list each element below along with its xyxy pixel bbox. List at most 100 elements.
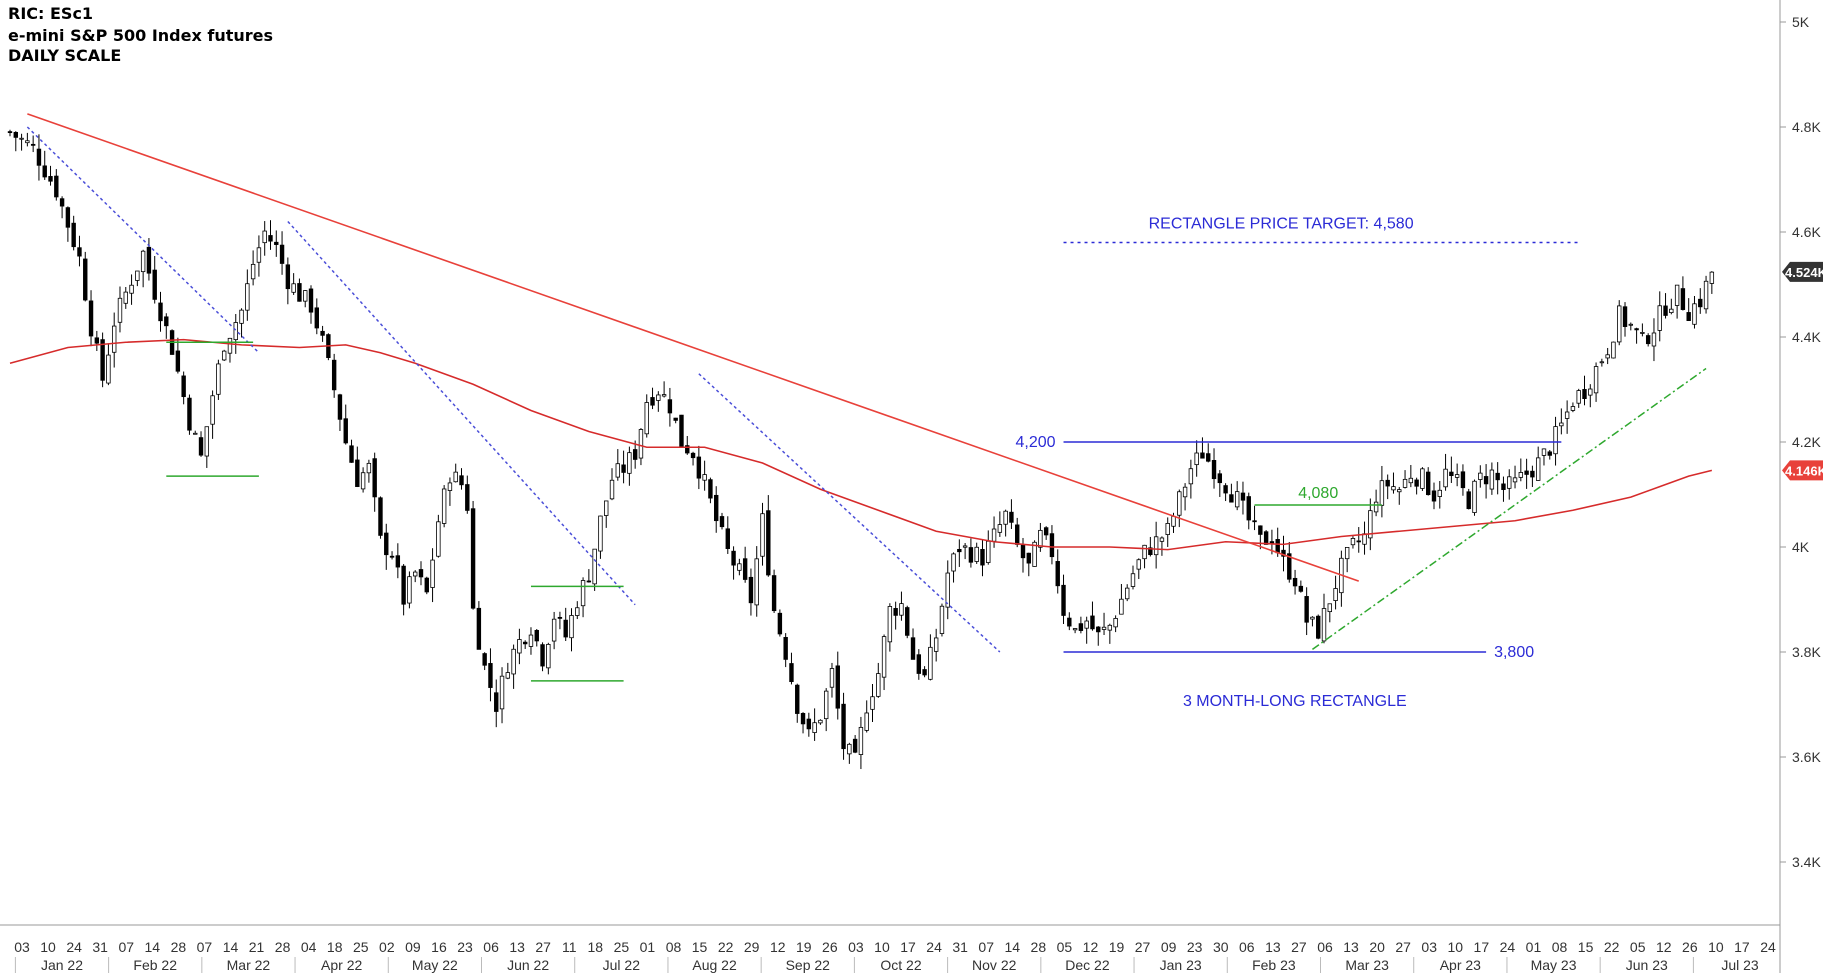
candle-body bbox=[88, 300, 94, 337]
candle-body bbox=[546, 643, 551, 669]
candle-body bbox=[100, 339, 105, 381]
x-day-label: 27 bbox=[1395, 939, 1411, 955]
candle-body bbox=[447, 482, 453, 491]
candle-body bbox=[1177, 491, 1182, 516]
candle-body bbox=[505, 672, 511, 679]
candle-body bbox=[140, 250, 146, 273]
candle-body bbox=[106, 354, 111, 384]
x-day-label: 06 bbox=[1317, 939, 1333, 955]
candle-body bbox=[1188, 468, 1194, 485]
x-day-label: 26 bbox=[822, 939, 838, 955]
candle-body bbox=[1362, 533, 1367, 545]
candle-body bbox=[1229, 494, 1234, 503]
x-day-label: 18 bbox=[327, 939, 343, 955]
candle-body bbox=[268, 235, 273, 242]
candle-body bbox=[418, 569, 424, 578]
candle-body bbox=[893, 608, 898, 616]
candle-body bbox=[719, 516, 725, 528]
candle-body bbox=[1182, 486, 1188, 498]
x-day-label: 09 bbox=[1161, 939, 1177, 955]
candle-body bbox=[1049, 533, 1055, 558]
x-month-label: Mar 22 bbox=[227, 957, 271, 973]
candle-body bbox=[1032, 541, 1037, 567]
candle-body bbox=[470, 508, 476, 609]
candle-body bbox=[1663, 305, 1668, 316]
candle-body bbox=[1373, 501, 1379, 513]
candle-body bbox=[968, 547, 974, 563]
candle-body bbox=[7, 131, 13, 134]
candle-body bbox=[1431, 490, 1437, 502]
candle-body bbox=[355, 459, 360, 487]
candle-body bbox=[1402, 478, 1408, 488]
x-day-label: 24 bbox=[1760, 939, 1776, 955]
candle-body bbox=[708, 479, 713, 499]
x-day-label: 09 bbox=[405, 939, 421, 955]
candle-body bbox=[656, 394, 661, 401]
candle-body bbox=[650, 397, 655, 406]
x-month-label: Jun 22 bbox=[507, 957, 549, 973]
candle-body bbox=[372, 458, 377, 498]
candle-body bbox=[1483, 476, 1489, 485]
candle-body bbox=[1211, 460, 1217, 480]
candle-body bbox=[308, 288, 314, 313]
candle-body bbox=[1316, 615, 1321, 639]
candle-body bbox=[366, 462, 372, 474]
dotted-trend-line bbox=[287, 220, 636, 606]
candle-body bbox=[1443, 468, 1448, 488]
x-day-label: 22 bbox=[1604, 939, 1620, 955]
candle-body bbox=[580, 580, 586, 607]
candle-body bbox=[1113, 618, 1118, 628]
candle-body bbox=[1142, 544, 1147, 560]
candle-body bbox=[1043, 527, 1049, 536]
x-day-label: 06 bbox=[483, 939, 499, 955]
candle-body bbox=[737, 563, 742, 571]
candle-body bbox=[13, 131, 18, 138]
candle-body bbox=[1217, 473, 1223, 484]
x-day-label: 08 bbox=[666, 939, 682, 955]
candle-body bbox=[1599, 361, 1605, 364]
candle-body bbox=[1535, 457, 1541, 481]
candle-body bbox=[1640, 332, 1645, 334]
x-day-label: 30 bbox=[1213, 939, 1229, 955]
x-day-label: 27 bbox=[535, 939, 551, 955]
candle-body bbox=[1084, 620, 1089, 629]
x-day-label: 07 bbox=[978, 939, 994, 955]
x-day-label: 24 bbox=[66, 939, 82, 955]
price-badge bbox=[1782, 460, 1823, 481]
candle-body bbox=[441, 488, 447, 524]
x-day-label: 01 bbox=[1526, 939, 1542, 955]
candle-body bbox=[627, 452, 632, 474]
candle-body bbox=[1015, 524, 1020, 545]
x-day-label: 11 bbox=[562, 939, 577, 955]
candle-body bbox=[1321, 608, 1327, 642]
x-day-label: 13 bbox=[1265, 939, 1281, 955]
x-day-label: 28 bbox=[171, 939, 187, 955]
candle-body bbox=[1449, 471, 1454, 477]
candle-body bbox=[158, 302, 163, 322]
candle-body bbox=[279, 244, 285, 264]
x-day-label: 28 bbox=[1031, 939, 1047, 955]
candle-body bbox=[1067, 617, 1072, 627]
candle-body bbox=[957, 548, 962, 553]
candle-body bbox=[1547, 451, 1552, 456]
x-month-label: Jul 23 bbox=[1721, 957, 1759, 973]
candle-body bbox=[123, 291, 128, 304]
candle-body bbox=[1136, 559, 1141, 570]
candle-body bbox=[679, 414, 684, 447]
price-badge-text: 4.524K bbox=[1785, 265, 1823, 280]
candle-body bbox=[1026, 552, 1031, 564]
x-day-label: 16 bbox=[431, 939, 447, 955]
candle-body bbox=[876, 673, 881, 697]
candle-body bbox=[146, 246, 152, 274]
candle-body bbox=[870, 696, 875, 710]
candle-body bbox=[1576, 390, 1581, 404]
candle-body bbox=[1507, 476, 1512, 489]
x-day-label: 19 bbox=[796, 939, 812, 955]
x-day-label: 05 bbox=[1630, 939, 1646, 955]
candle-body bbox=[1512, 477, 1518, 483]
candle-body bbox=[407, 576, 412, 604]
candle-body bbox=[198, 437, 204, 456]
candle-body bbox=[511, 648, 516, 675]
candle-body bbox=[1709, 271, 1715, 284]
candle-body bbox=[1304, 596, 1309, 623]
